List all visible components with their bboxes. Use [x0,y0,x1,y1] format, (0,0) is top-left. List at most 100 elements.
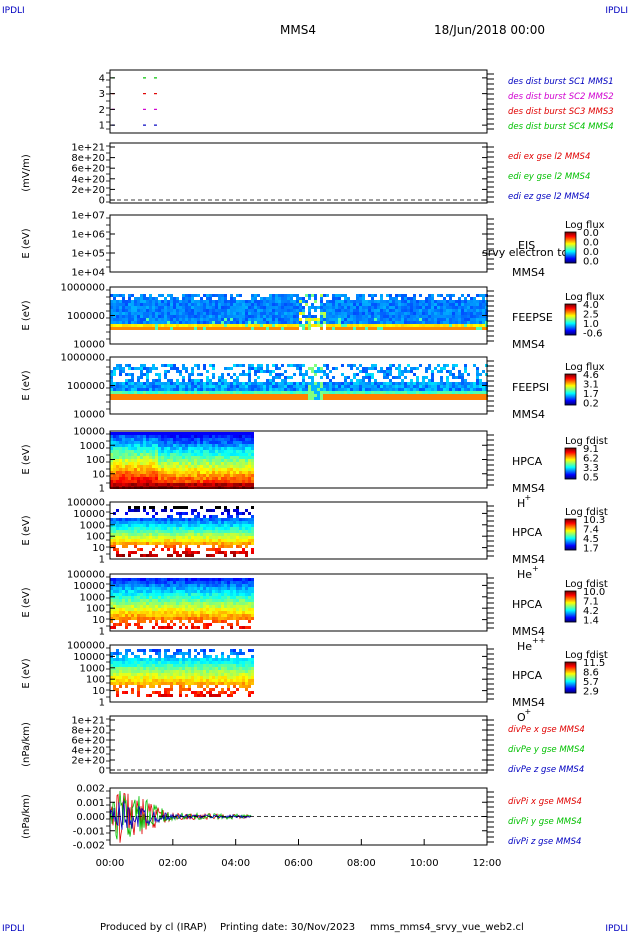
feepse-cell [158,309,161,312]
feepse-cell [467,321,470,324]
feepse-cell [458,312,461,315]
hpca_h-cell [185,471,188,474]
hpca_h-cell [218,432,221,435]
hpca_he-cell [131,539,134,542]
hpca_h-cell [179,456,182,459]
hpca_hepp-cell [110,611,113,614]
feepse-cell [356,324,359,327]
feepse-cell [239,318,242,321]
feepsi-cell [359,364,362,367]
feepse-cell [449,327,452,330]
hpca_he-cell [185,527,188,530]
feepse-cell [401,315,404,318]
hpca_he-cell [188,527,191,530]
feepse-cell [305,315,308,318]
feepse-cell [251,324,254,327]
feepse-cell [149,318,152,321]
hpca_hepp-cell [179,617,182,620]
feepse-cell [479,321,482,324]
hpca_he-cell [173,527,176,530]
hpca_he-cell [125,521,128,524]
hpca_h-cell [212,459,215,462]
feepsi-cell [278,397,281,400]
feepsi-cell [401,394,404,397]
feepse-cell [392,315,395,318]
feepsi-cell [389,367,392,370]
hpca_he-cell [128,506,131,509]
feepse-cell [407,300,410,303]
feepsi-cell [335,397,338,400]
feepse-cell [179,315,182,318]
hpca_he-cell [182,536,185,539]
hpca_hepp-cell [179,602,182,605]
feepsi-cell [341,394,344,397]
hpca_he-cell [215,518,218,521]
hpca_hepp-cell [143,590,146,593]
feepse-cell [122,318,125,321]
hpca_h-cell [212,432,215,435]
feepse-cell [281,300,284,303]
feepsi-instrument-name: FEEPSI [512,381,549,394]
feepsi-cell [134,397,137,400]
feepsi-cell [401,385,404,388]
hpca_h-cell [191,471,194,474]
hpca_he-cell [239,536,242,539]
hpca_h-cell [146,453,149,456]
hpca_h-cell [230,453,233,456]
hpca_hepp-cell [134,581,137,584]
feepsi-cell [440,367,443,370]
feepsi-cell [326,367,329,370]
hpca_h-cell [242,474,245,477]
feepsi-cell [224,397,227,400]
feepse-cell [323,318,326,321]
feepsi-cell [218,385,221,388]
feepsi-cell [116,385,119,388]
feepse-cell [326,294,329,297]
hpca_h-cell [206,456,209,459]
hpca_hepp-cell [122,590,125,593]
feepse-cell [374,309,377,312]
feepse-cell [428,297,431,300]
feepse-cell [449,321,452,324]
eis-colorbar-cell [565,258,576,260]
hpca_he-cell [116,554,119,557]
feepsi-cell [449,385,452,388]
hpca_h-cell [173,450,176,453]
hpca_hepp-cell [170,587,173,590]
feepsi-cell [164,376,167,379]
hpca_he-cell [221,530,224,533]
feepsi-cell [311,367,314,370]
hpca_h-cell [161,447,164,450]
hpca_h-cell [149,438,152,441]
hpca_h-cell [143,453,146,456]
feepsi-cell [149,382,152,385]
hpca_he-cell [212,530,215,533]
feepse-cell [158,306,161,309]
feepse-cell [224,318,227,321]
hpca_h-cell [224,453,227,456]
feepse-cell [140,294,143,297]
hpca_h-colorbar-cell [565,458,576,460]
feepse-cell [467,312,470,315]
hpca_hepp-cell [197,587,200,590]
hpca_he-cell [230,527,233,530]
hpca_he-cell [158,542,161,545]
feepsi-cell [236,382,239,385]
feepse-cell [305,324,308,327]
hpca_h-cell [131,468,134,471]
feepsi-cell [233,388,236,391]
hpca_hepp-cell [209,578,212,581]
hpca_h-cell [179,435,182,438]
feepsi-cell [254,373,257,376]
feepse-cell [416,309,419,312]
hpca_he-cell [242,539,245,542]
feepse-cell [482,324,485,327]
hpca_hepp-cell [170,599,173,602]
hpca_he-cell [239,545,242,548]
hpca_he-cell [212,521,215,524]
feepsi-cell [326,385,329,388]
hpca_he-ytick-label: 10 [92,543,105,554]
hpca_hepp-cell [152,593,155,596]
hpca_h-cell [128,465,131,468]
feepsi-cell [401,391,404,394]
